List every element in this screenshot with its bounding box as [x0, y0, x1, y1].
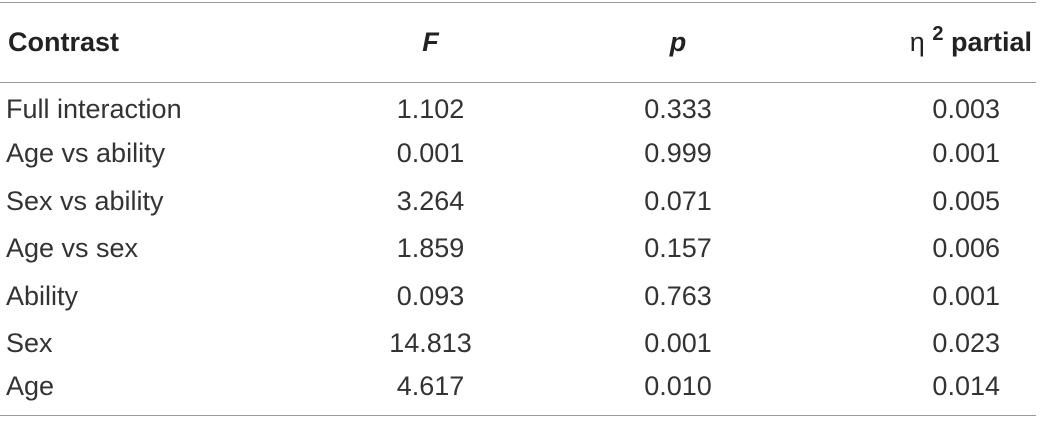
cell-eta: 0.023 — [932, 328, 1000, 359]
table-row: Ability 0.093 0.763 0.001 — [0, 273, 1036, 321]
table-row: Sex vs ability 3.264 0.071 0.005 — [0, 178, 1036, 226]
cell-f: 14.813 — [389, 328, 472, 359]
cell-contrast: Age vs sex — [6, 233, 139, 264]
cell-p: 0.763 — [644, 280, 712, 311]
cell-p: 0.071 — [644, 185, 712, 216]
table-row: Sex 14.813 0.001 0.023 — [0, 320, 1036, 368]
eta-superscript: 2 — [932, 23, 944, 45]
table-header: Contrast F p η 2 partial — [0, 2, 1036, 83]
cell-eta: 0.005 — [932, 185, 1000, 216]
table-body: Full interaction 1.102 0.333 0.003 Age v… — [0, 83, 1036, 416]
cell-contrast: Age — [0, 367, 308, 416]
cell-contrast: Ability — [6, 280, 79, 311]
cell-f: 1.102 — [396, 94, 465, 124]
cell-f: 1.859 — [396, 233, 465, 264]
cell-p: 0.999 — [644, 138, 712, 169]
cell-f: 0.001 — [396, 138, 465, 169]
cell-eta: 0.001 — [932, 280, 1000, 311]
cell-contrast: Age vs ability — [6, 138, 166, 169]
cell-p: 0.010 — [553, 367, 803, 416]
cell-eta: 0.001 — [932, 138, 1000, 169]
table-row: Age 4.617 0.010 0.014 — [0, 367, 1036, 416]
cell-p: 0.333 — [644, 94, 712, 124]
cell-p: 0.001 — [644, 328, 712, 359]
eta-symbol: η — [909, 27, 925, 57]
header-eta-partial: η 2 partial — [803, 2, 1036, 83]
cell-contrast: Sex — [6, 328, 53, 359]
header-p: p — [553, 2, 803, 83]
cell-eta: 0.003 — [932, 94, 1000, 124]
contrast-results-table: Contrast F p η 2 partial Full interactio… — [0, 2, 1036, 416]
eta-label: partial — [950, 27, 1032, 57]
table-row: Age vs ability 0.001 0.999 0.001 — [0, 130, 1036, 178]
table-row: Age vs sex 1.859 0.157 0.006 — [0, 225, 1036, 273]
cell-eta: 0.006 — [932, 233, 1000, 264]
cell-f: 4.617 — [308, 367, 553, 416]
table-row: Full interaction 1.102 0.333 0.003 — [0, 83, 1036, 131]
cell-p: 0.157 — [644, 233, 712, 264]
header-contrast: Contrast — [0, 2, 308, 83]
header-row: Contrast F p η 2 partial — [0, 2, 1036, 83]
cell-f: 0.093 — [396, 280, 465, 311]
cell-contrast: Full interaction — [6, 94, 182, 124]
header-f: F — [308, 2, 553, 83]
cell-eta: 0.014 — [803, 367, 1036, 416]
cell-contrast: Sex vs ability — [6, 185, 164, 216]
cell-f: 3.264 — [396, 185, 465, 216]
